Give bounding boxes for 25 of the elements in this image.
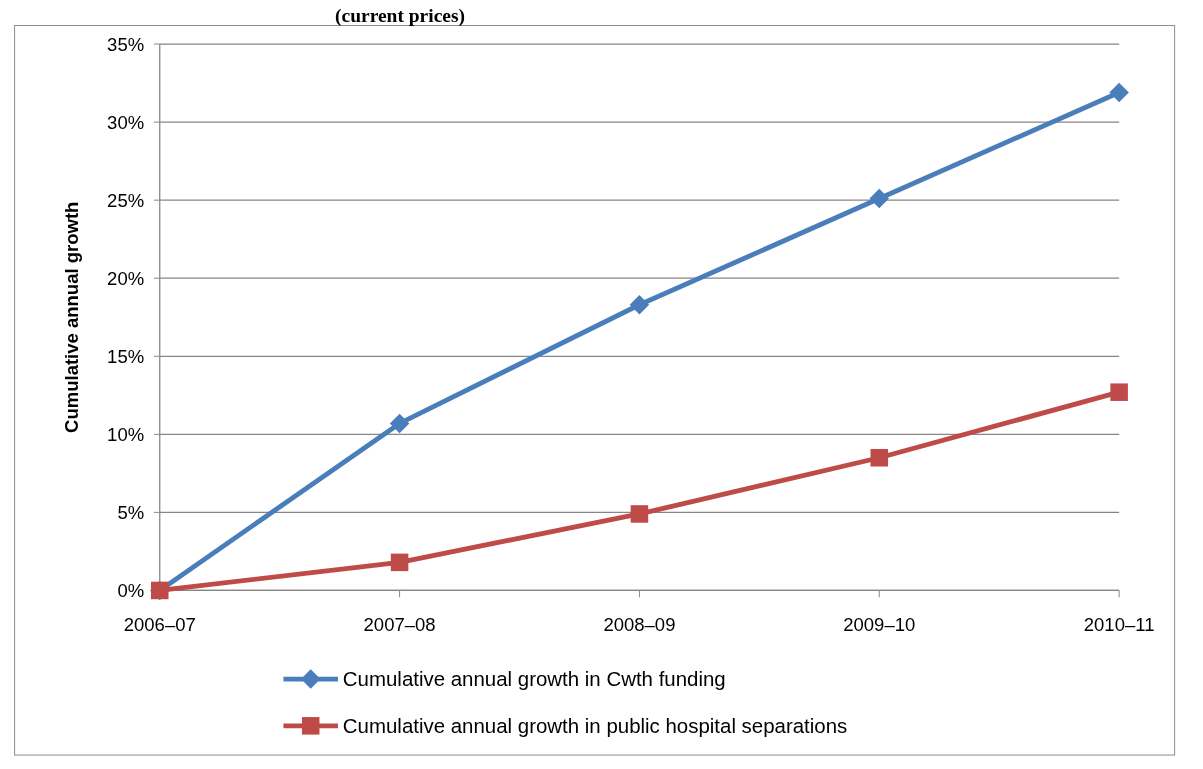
x-tick-label: 2007–08 — [363, 614, 436, 636]
point — [390, 553, 409, 572]
y-tick-label: 35% — [107, 33, 145, 55]
point — [869, 188, 890, 209]
y-axis-title: Cumulative annual growth — [60, 201, 82, 433]
legend-label: Cumulative annual growth in public hospital separations — [342, 713, 848, 737]
legend-label: Cumulative annual growth in Cwth funding — [342, 667, 726, 691]
x-tick-label: 2006–07 — [123, 614, 196, 636]
point — [1110, 383, 1128, 401]
chart-title: (current prices) — [335, 4, 465, 27]
x-tick-label: 2010–11 — [1083, 614, 1155, 636]
y-tick-label: 10% — [107, 423, 145, 445]
y-tick-label: 15% — [107, 345, 145, 367]
y-tick-label: 25% — [107, 189, 145, 211]
y-tick-label: 5% — [117, 501, 145, 523]
y-tick-label: 0% — [117, 579, 145, 601]
point — [629, 295, 650, 315]
x-tick-label: 2009–10 — [843, 614, 916, 636]
point — [1109, 82, 1129, 103]
y-tick-label: 30% — [107, 111, 145, 133]
y-tick-label: 20% — [107, 267, 145, 289]
point — [389, 413, 410, 434]
x-tick-label: 2008–09 — [603, 614, 676, 636]
point — [630, 505, 649, 523]
point — [870, 448, 889, 467]
